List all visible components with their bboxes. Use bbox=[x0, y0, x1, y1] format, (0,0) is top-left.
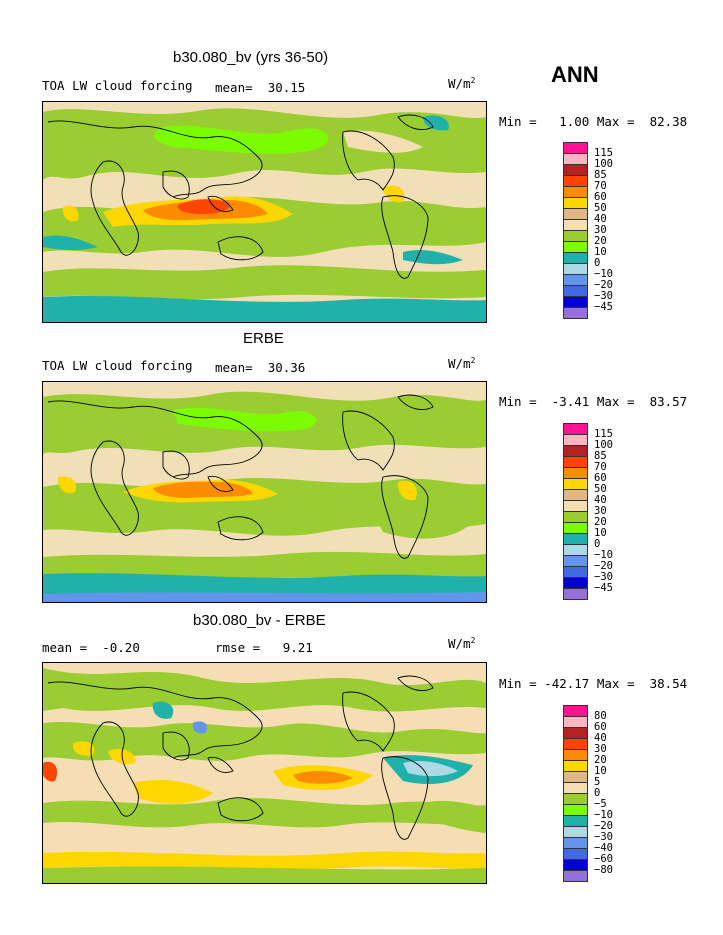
panel-2-map bbox=[42, 381, 487, 603]
panel-2-legend-label: 10 bbox=[594, 527, 607, 539]
panel-1-legend-label: 115 bbox=[594, 147, 613, 159]
panel-1-legend-label: 85 bbox=[594, 169, 607, 181]
panel-2-map-svg bbox=[43, 382, 486, 602]
panel-2-mean: mean= 30.36 bbox=[215, 360, 305, 375]
panel-2-legend-label: −45 bbox=[594, 582, 613, 594]
panel-2-legend-label: 115 bbox=[594, 428, 613, 440]
panel-3-max-label: Max = bbox=[596, 676, 635, 691]
panel-1-legend-label: −30 bbox=[594, 290, 613, 302]
panel-2-variable-label: TOA LW cloud forcing bbox=[42, 358, 193, 373]
panel-1-legend-label: 10 bbox=[594, 246, 607, 258]
panel-2-min-label: Min = bbox=[499, 394, 537, 409]
panel-3-units: W/m2 bbox=[448, 636, 476, 652]
panel-3-title: b30.080_bv - ERBE bbox=[193, 612, 326, 629]
panel-3-legend-label: −40 bbox=[594, 842, 613, 854]
panel-1-legend-label: 70 bbox=[594, 180, 607, 192]
panel-3-legend-label: 5 bbox=[594, 776, 601, 788]
panel-2-units: W/m2 bbox=[448, 356, 476, 372]
panel-3-legend-label: 40 bbox=[594, 732, 607, 744]
panel-1-legend-label: 30 bbox=[594, 224, 607, 236]
panel-2-legend-label: 85 bbox=[594, 450, 607, 462]
panel-1-units: W/m2 bbox=[448, 76, 476, 92]
panel-1-legend-label: 50 bbox=[594, 202, 607, 214]
panel-3-legend-label: −60 bbox=[594, 853, 613, 865]
panel-1-min-label: Min = bbox=[499, 114, 537, 129]
panel-3-mean: mean = -0.20 bbox=[42, 640, 140, 655]
panel-3-legend-label: −80 bbox=[594, 864, 613, 876]
panel-3-legend-label: 60 bbox=[594, 721, 607, 733]
panel-2-legend-label: 30 bbox=[594, 505, 607, 517]
panel-3-legend-label: −5 bbox=[594, 798, 607, 810]
panel-1-mean-label: mean= bbox=[215, 80, 253, 95]
panel-2-legend-label: 40 bbox=[594, 494, 607, 506]
panel-3-rmse-value: 9.21 bbox=[282, 640, 313, 655]
panel-3-legend-label: −30 bbox=[594, 831, 613, 843]
panel-2-legend-label: 60 bbox=[594, 472, 607, 484]
panel-3-min-value: -42.17 bbox=[544, 676, 590, 691]
panel-3-map-svg bbox=[43, 663, 486, 883]
panel-3-legend-label: −20 bbox=[594, 820, 613, 832]
panel-1-legend-label: 100 bbox=[594, 158, 613, 170]
panel-1-map-svg bbox=[43, 102, 486, 322]
panel-1-legend-label: −45 bbox=[594, 301, 613, 313]
panel-2-legend-label: 20 bbox=[594, 516, 607, 528]
panel-2-legend-label: 70 bbox=[594, 461, 607, 473]
panel-1-min-max: Min = 1.00 Max = 82.38 bbox=[499, 114, 687, 129]
panel-1-legend-label: −10 bbox=[594, 268, 613, 280]
panel-3-max-value: 38.54 bbox=[649, 676, 688, 691]
panel-3-mean-label: mean = bbox=[42, 640, 88, 655]
panel-3-min-max: Min = -42.17 Max = 38.54 bbox=[499, 676, 687, 691]
panel-1-legend-label: −20 bbox=[594, 279, 613, 291]
panel-2-colorbar-swatch bbox=[563, 588, 588, 600]
panel-2-legend-label: −30 bbox=[594, 571, 613, 583]
season-label: ANN bbox=[551, 62, 599, 87]
panel-2-title: ERBE bbox=[243, 330, 284, 347]
panel-2-legend-label: 0 bbox=[594, 538, 601, 550]
panel-3-rmse: rmse = 9.21 bbox=[215, 640, 313, 655]
panel-3-colorbar-swatch bbox=[563, 870, 588, 882]
panel-3-legend-label: 20 bbox=[594, 754, 607, 766]
panel-1-min-value: 1.00 bbox=[559, 114, 590, 129]
panel-2-min-max: Min = -3.41 Max = 83.57 bbox=[499, 394, 687, 409]
panel-1-mean-value: 30.15 bbox=[267, 80, 306, 95]
panel-1-legend-label: 40 bbox=[594, 213, 607, 225]
panel-1-max-value: 82.38 bbox=[649, 114, 688, 129]
panel-1-title: b30.080_bv (yrs 36-50) bbox=[173, 49, 329, 66]
panel-2-mean-label: mean= bbox=[215, 360, 253, 375]
panel-3-mean-value: -0.20 bbox=[102, 640, 140, 655]
panel-2-mean-value: 30.36 bbox=[267, 360, 306, 375]
panel-3-rmse-label: rmse = bbox=[215, 640, 261, 655]
panel-1-colorbar-swatch bbox=[563, 307, 588, 319]
panel-3-legend-label: −10 bbox=[594, 809, 613, 821]
panel-1-max-label: Max = bbox=[596, 114, 635, 129]
panel-2-legend-label: 100 bbox=[594, 439, 613, 451]
panel-3-min-label: Min = bbox=[499, 676, 537, 691]
panel-3-legend-label: 10 bbox=[594, 765, 607, 777]
panel-2-min-value: -3.41 bbox=[551, 394, 590, 409]
panel-1-legend-label: 0 bbox=[594, 257, 601, 269]
panel-1-map bbox=[42, 101, 487, 323]
panel-1-legend-label: 20 bbox=[594, 235, 607, 247]
panel-2-legend-label: −20 bbox=[594, 560, 613, 572]
panel-1-legend-label: 60 bbox=[594, 191, 607, 203]
panel-2-max-label: Max = bbox=[596, 394, 635, 409]
panel-1-variable-label: TOA LW cloud forcing bbox=[42, 78, 193, 93]
panel-2-legend-label: −10 bbox=[594, 549, 613, 561]
panel-1-mean: mean= 30.15 bbox=[215, 80, 305, 95]
panel-3-legend-label: 0 bbox=[594, 787, 601, 799]
panel-2-max-value: 83.57 bbox=[649, 394, 688, 409]
panel-2-legend-label: 50 bbox=[594, 483, 607, 495]
panel-3-map bbox=[42, 662, 487, 884]
panel-3-legend-label: 30 bbox=[594, 743, 607, 755]
panel-3-legend-label: 80 bbox=[594, 710, 607, 722]
